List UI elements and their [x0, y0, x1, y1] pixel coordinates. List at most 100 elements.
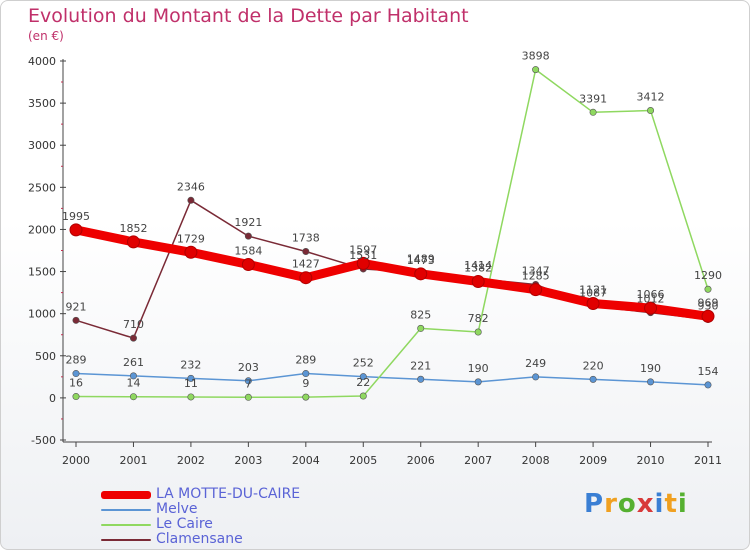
data-point — [69, 223, 83, 237]
data-label: 1121 — [579, 283, 607, 296]
data-label: 3412 — [637, 91, 665, 104]
data-label: 249 — [525, 357, 546, 370]
data-label: 203 — [238, 361, 259, 374]
logo-letter: x — [636, 489, 655, 519]
data-label: 1531 — [349, 249, 377, 262]
x-tick-label: 2010 — [637, 454, 665, 467]
logo-letter: o — [617, 489, 637, 519]
legend-label: Clamensane — [156, 531, 243, 547]
data-point — [187, 393, 195, 401]
data-label: 969 — [698, 296, 719, 309]
y-tick-label: 3500 — [28, 97, 56, 110]
data-point — [644, 301, 658, 315]
x-tick-label: 2003 — [234, 454, 262, 467]
legend-swatch — [101, 524, 151, 526]
data-label: 1729 — [177, 232, 205, 245]
data-label: 1414 — [464, 259, 492, 272]
data-label: 289 — [295, 354, 316, 367]
data-label: 252 — [353, 357, 374, 370]
x-tick-label: 2007 — [464, 454, 492, 467]
data-label: 3898 — [522, 50, 550, 63]
data-point — [647, 107, 655, 115]
x-tick-label: 2005 — [349, 454, 377, 467]
data-point — [417, 375, 425, 383]
data-point — [356, 256, 370, 270]
data-point — [529, 283, 543, 297]
data-point — [129, 393, 137, 401]
data-point — [184, 245, 198, 259]
data-point — [417, 324, 425, 332]
data-label: 1921 — [234, 216, 262, 229]
data-label: 1584 — [234, 244, 262, 257]
data-label: 16 — [69, 377, 83, 390]
data-label: 7 — [245, 377, 252, 390]
data-label: 1290 — [694, 269, 722, 282]
data-label: 1738 — [292, 232, 320, 245]
data-label: 2346 — [177, 180, 205, 193]
x-tick-label: 2009 — [579, 454, 607, 467]
data-point — [302, 248, 310, 256]
data-label: 289 — [66, 354, 87, 367]
data-point — [414, 267, 428, 281]
data-point — [187, 374, 195, 382]
legend-label: Le Caire — [156, 516, 213, 532]
data-label: 1285 — [522, 270, 550, 283]
data-point — [241, 257, 255, 271]
data-point — [302, 370, 310, 378]
data-point — [244, 377, 252, 385]
series-line-la-motte-du-caire — [71, 225, 713, 321]
logo-letter: i — [654, 489, 665, 519]
data-point — [129, 372, 137, 380]
data-point — [244, 393, 252, 401]
logo-letter: P — [584, 489, 605, 519]
logo-letter: r — [604, 489, 618, 519]
x-tick-label: 2011 — [694, 454, 722, 467]
data-point — [471, 274, 485, 288]
y-tick-label: 4000 — [28, 55, 56, 68]
data-point — [302, 393, 310, 401]
data-point — [532, 66, 540, 74]
data-point — [704, 381, 712, 389]
data-point — [187, 196, 195, 204]
logo-letter: i — [677, 489, 688, 519]
data-label: 261 — [123, 356, 144, 369]
chart-title: Evolution du Montant de la Dette par Hab… — [28, 5, 469, 27]
legend-swatch — [101, 539, 151, 541]
data-label: 710 — [123, 318, 144, 331]
data-label: 9 — [302, 377, 309, 390]
data-label: 22 — [356, 376, 370, 389]
data-label: 1473 — [407, 254, 435, 267]
data-label: 1012 — [637, 293, 665, 306]
data-point — [129, 334, 137, 342]
y-tick-label: 2500 — [28, 181, 56, 194]
legend-label: Melve — [156, 501, 198, 517]
legend-swatch — [101, 509, 151, 511]
data-label: 1066 — [637, 288, 665, 301]
x-tick-label: 2008 — [522, 454, 550, 467]
data-point — [359, 392, 367, 400]
legend-swatch — [101, 491, 151, 499]
data-point — [586, 296, 600, 310]
data-label: 220 — [583, 359, 604, 372]
data-label: 1382 — [464, 261, 492, 274]
data-point — [299, 271, 313, 285]
data-point — [647, 378, 655, 386]
data-label: 825 — [410, 308, 431, 321]
data-point — [474, 328, 482, 336]
data-label: 190 — [468, 362, 489, 375]
data-label: 232 — [180, 358, 201, 371]
data-label: 1087 — [579, 286, 607, 299]
x-tick-label: 2004 — [292, 454, 320, 467]
data-label: 1347 — [522, 264, 550, 277]
data-point — [589, 108, 597, 116]
data-label: 782 — [468, 312, 489, 325]
x-tick-label: 2006 — [407, 454, 435, 467]
data-point — [126, 235, 140, 249]
data-label: 1489 — [407, 252, 435, 265]
data-label: 11 — [184, 377, 198, 390]
legend-label: LA MOTTE-DU-CAIRE — [156, 486, 301, 502]
x-tick-label: 2002 — [177, 454, 205, 467]
data-label: 1995 — [62, 210, 90, 223]
y-tick-label: -500 — [31, 434, 56, 447]
